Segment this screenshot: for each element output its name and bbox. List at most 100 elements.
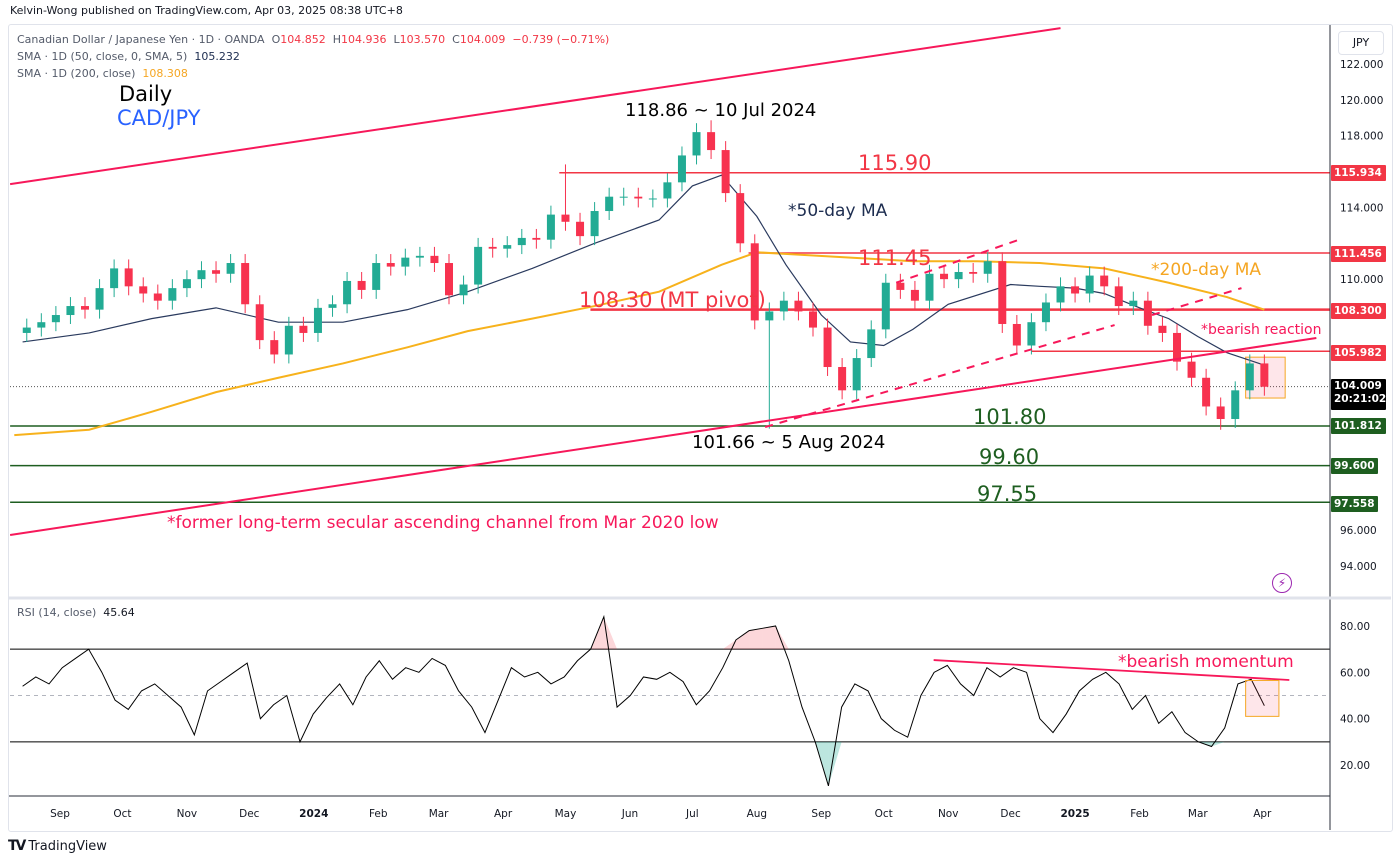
time-tick-label: Sep [50, 808, 70, 820]
price-tick-label: 122.000 [1340, 59, 1383, 71]
annotation-bearish-momentum: *bearish momentum [1118, 652, 1294, 672]
time-tick-label: 2025 [1060, 808, 1089, 820]
price-tick-label: 96.000 [1340, 525, 1377, 537]
candle-body [51, 315, 60, 323]
timeframe-title: Daily [119, 82, 173, 106]
trendline-solid [10, 27, 1061, 186]
sma200-legend[interactable]: SMA · 1D (200, close) 108.308 [17, 67, 188, 80]
last-price-badge: 104.009 20:21:02 [1331, 379, 1386, 410]
currency-button[interactable]: JPY [1338, 31, 1384, 55]
candle-body [284, 325, 293, 355]
price-tick-label: 118.000 [1340, 131, 1383, 143]
rsi-trendline [933, 659, 1290, 681]
price-badge-111: 111.456 [1331, 246, 1386, 262]
candle-body [983, 261, 992, 274]
candle-body [386, 263, 395, 267]
sma50-line [22, 174, 1265, 366]
price-badge-97: 97.558 [1331, 496, 1378, 512]
trendline-dashed [1151, 287, 1242, 316]
candle-body [896, 282, 905, 290]
candle-body [1158, 325, 1167, 333]
price-tick-label: 114.000 [1340, 202, 1383, 214]
time-tick-label: Jun [621, 808, 638, 820]
candle-body [1071, 286, 1080, 294]
sma50-legend[interactable]: SMA · 1D (50, close, 0, SMA, 5) 105.232 [17, 50, 240, 63]
symbol-legend[interactable]: Canadian Dollar / Japanese Yen · 1D · OA… [17, 33, 609, 46]
candle-body [1041, 302, 1050, 323]
change-value: −0.739 (−0.71%) [512, 33, 610, 46]
candle-body [867, 329, 876, 359]
candle-body [852, 358, 861, 391]
time-tick-label: Dec [239, 808, 260, 820]
candle-body [605, 196, 614, 212]
open-value: 104.852 [280, 33, 326, 46]
candle-body [634, 196, 643, 199]
candle-body [197, 270, 206, 280]
candle-body [998, 261, 1007, 324]
candle-body [1173, 332, 1181, 362]
tv-logo-icon: TV [8, 838, 26, 854]
candle-body [430, 255, 439, 264]
candle-body [95, 288, 104, 310]
chart-frame [8, 24, 1393, 832]
candle-body [546, 214, 555, 240]
rsi-line [22, 614, 1265, 787]
publisher-line: Kelvin-Wong published on TradingView.com… [10, 4, 403, 17]
time-tick-label: Oct [113, 808, 131, 820]
candle-body [168, 288, 177, 301]
candle-body [881, 282, 890, 330]
candle-body [779, 300, 788, 312]
price-tick-label: 120.000 [1340, 95, 1383, 107]
candle-body [677, 155, 686, 183]
time-tick-label: Feb [1130, 808, 1149, 820]
candle-body [1056, 286, 1065, 303]
candle-body [212, 270, 221, 274]
time-tick-label: Apr [1253, 808, 1272, 820]
rsi-tick-label: 40.00 [1340, 714, 1370, 726]
rsi-overbought-fill [775, 626, 789, 650]
candle-body [1012, 323, 1021, 346]
sma200-line [14, 251, 1265, 437]
close-value: 104.009 [459, 33, 506, 46]
rsi-oversold-fill [1211, 741, 1225, 747]
time-tick-label: Nov [938, 808, 959, 820]
time-tick-label: Feb [369, 808, 388, 820]
pair-title: CAD/JPY [117, 106, 201, 130]
candle-body [1245, 363, 1254, 391]
candle-body [255, 304, 264, 341]
symbol-name: Canadian Dollar / Japanese Yen · 1D · OA… [17, 33, 265, 46]
time-tick-label: May [555, 808, 577, 820]
candle-body [372, 263, 381, 290]
candle-body [226, 263, 235, 274]
candle-body [415, 255, 424, 258]
candle-body [1143, 300, 1152, 326]
rsi-tick-label: 60.00 [1340, 667, 1370, 679]
low-label: L [393, 33, 400, 46]
time-tick-label: 2024 [299, 808, 328, 820]
rsi-legend[interactable]: RSI (14, close) 45.64 [17, 606, 135, 619]
candle-body [37, 322, 46, 328]
candle-body [648, 198, 657, 200]
rsi-tick-label: 20.00 [1340, 760, 1370, 772]
candle-body [182, 279, 191, 289]
candle-body [1114, 286, 1123, 307]
candle-body [750, 243, 759, 321]
candle-body [940, 273, 949, 280]
annotation-level-115: 115.90 [858, 151, 932, 175]
annotation-ma200: *200-day MA [1151, 260, 1262, 280]
candle-body [765, 311, 774, 321]
time-tick-label: Mar [1188, 808, 1208, 820]
candle-body [1231, 390, 1240, 420]
annotation-channel: *former long-term secular ascending chan… [167, 513, 719, 533]
candle-body [838, 367, 847, 391]
tradingview-logo[interactable]: TV TradingView [8, 838, 107, 854]
lightning-icon[interactable]: ⚡ [1272, 573, 1292, 593]
time-tick-label: Oct [875, 808, 893, 820]
trendline-solid [10, 336, 1317, 537]
sma200-value: 108.308 [142, 67, 188, 80]
annotation-bearish-reaction: *bearish reaction [1201, 322, 1322, 338]
candle-body [313, 307, 322, 333]
annotation-level-99: 99.60 [979, 445, 1040, 469]
bar-countdown: 20:21:02 [1334, 393, 1387, 405]
